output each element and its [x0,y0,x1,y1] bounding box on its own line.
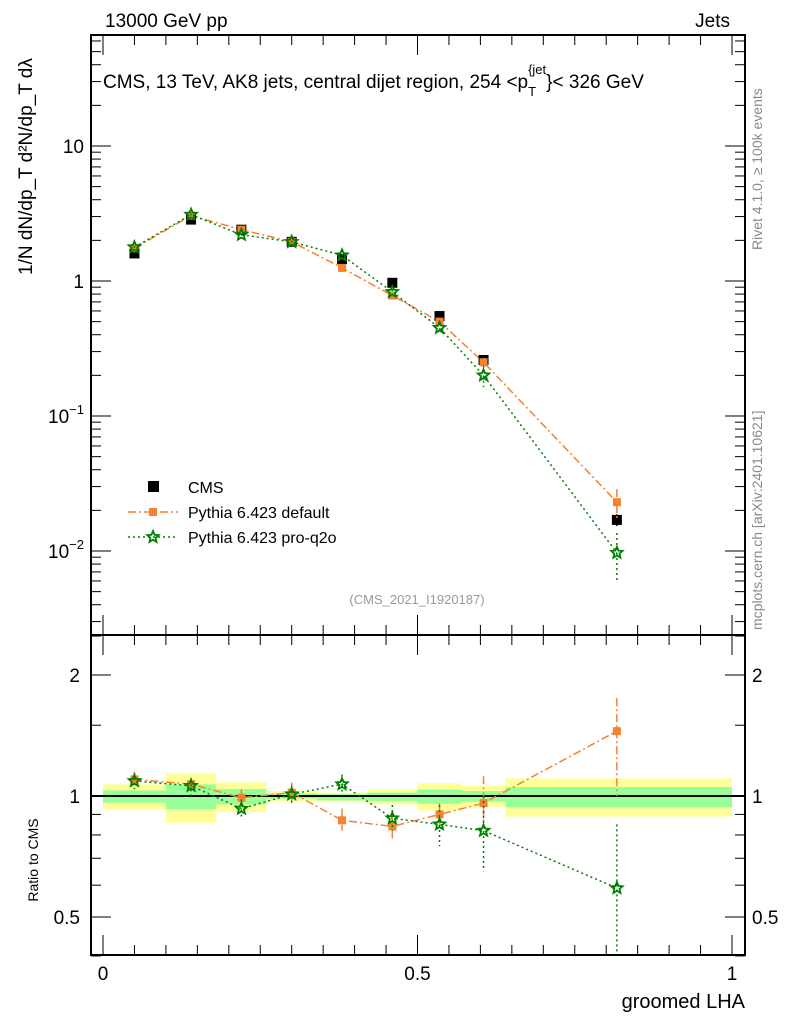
plot-title: CMS, 13 TeV, AK8 jets, central dijet reg… [103,62,644,99]
header-right: Jets [695,11,730,32]
legend-marker [145,528,161,544]
data-point-default [187,211,196,220]
data-point-cms [434,311,445,322]
y-tick-label: 10−2 [48,537,84,563]
x-tick-label: 0.5 [404,964,430,985]
legend-marker [149,508,157,516]
series-line-2 [134,213,618,554]
series-line-1 [134,214,618,503]
ratio-point-q2o [475,822,492,838]
band-green [316,794,368,801]
ratio-y-tick-label: 1 [752,787,763,808]
data-point-default [130,244,139,253]
y-tick-label: 1 [73,272,84,293]
rivet-label: Rivet 4.1.0, ≥ 100k events [749,88,765,250]
data-point-q2o [183,206,200,222]
ratio-point-q2o [384,809,401,826]
data-point-q2o [431,319,448,335]
ratio-point-default [338,816,347,825]
data-point-cms [387,277,398,288]
ratio-point-default [612,727,621,736]
ratio-line-1 [134,780,618,889]
ratio-point-q2o [608,879,625,895]
data-point-q2o [126,238,143,254]
data-point-cms [611,514,622,525]
ratio-y-tick-label: 2 [752,666,763,687]
x-tick-label: 0 [98,964,109,985]
data-point-q2o [334,246,350,263]
header-left: 13000 GeV pp [105,11,228,32]
ratio-y-tick-label: 1 [69,787,80,808]
y-tick-label: 10 [63,137,84,158]
ratio-point-q2o [183,777,200,793]
ratio-point-q2o [334,775,350,791]
legend: CMS Pythia 6.423 default Pythia 6.423 pro-… [128,480,337,547]
ratio-point-default [479,799,488,808]
ratio-point-q2o [126,772,143,788]
data-point-q2o [283,233,300,249]
mcplots-label: mcplots.cern.ch [arXiv:2401.10621] [749,411,765,630]
legend-label: CMS [188,480,224,497]
ratio-point-default [435,810,444,819]
band-green [505,786,732,808]
data-point-q2o [608,544,625,560]
legend-label: Pythia 6.423 pro-q2o [188,530,337,547]
ratio-point-default [237,793,246,802]
data-point-default [479,358,488,367]
data-point-default [338,263,347,272]
ratio-y-tick-label: 0.5 [752,908,778,929]
legend-label: Pythia 6.423 default [188,505,330,522]
legend-marker [148,481,159,492]
data-point-q2o [384,283,401,299]
x-tick-label: 1 [727,964,738,985]
x-axis-label: groomed LHA [622,991,746,1013]
ratio-point-q2o [431,816,448,832]
y-axis-label: 1/N dN/dp_T d²N/dp_T dλ [16,58,37,275]
data-point-cms [337,254,348,265]
ratio-y-tick-label: 0.5 [54,908,80,929]
data-point-q2o [475,367,492,383]
analysis-id: (CMS_2021_I1920187) [349,592,484,607]
ratio-point-default [187,780,196,789]
ratio-ylabel: Ratio to CMS [25,818,41,901]
data-point-q2o [233,226,250,242]
ratio-y-tick-label: 2 [69,666,80,687]
y-tick-label: 10−1 [48,402,84,428]
ratio-point-q2o [233,800,250,816]
data-point-cms [129,248,140,259]
data-point-default [612,498,621,507]
ratio-point-q2o [283,785,300,801]
